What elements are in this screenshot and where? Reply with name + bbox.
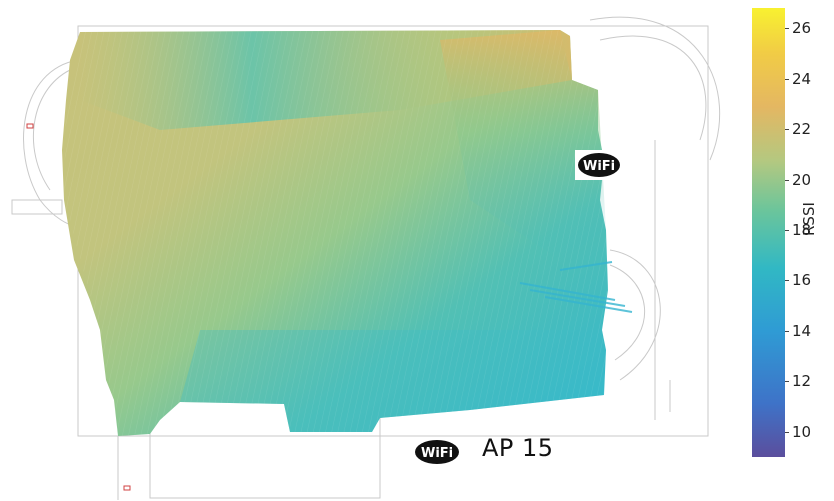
colorbar-title: RSSI xyxy=(800,202,818,236)
colorbar-tick-mark xyxy=(785,28,789,30)
access-point-marker[interactable]: WiFi xyxy=(575,150,623,180)
colorbar-tick-label: 16 xyxy=(792,271,812,290)
ap-15-label: AP 15 xyxy=(482,434,554,462)
colorbar-tick-mark xyxy=(785,431,789,433)
rssi-colorbar xyxy=(752,8,785,457)
colorbar-tick-label: 22 xyxy=(792,120,812,139)
colorbar-tick-label: 26 xyxy=(792,19,812,38)
colorbar-tick-label: 14 xyxy=(792,321,812,340)
heatmap-streaks xyxy=(519,261,633,313)
colorbar-tick-mark xyxy=(785,179,789,181)
colorbar-tick-mark xyxy=(785,330,789,332)
colorbar-tick-label: 12 xyxy=(792,372,812,391)
colorbar-tick-mark xyxy=(785,129,789,131)
colorbar-tick-label: 20 xyxy=(792,170,812,189)
colorbar-tick-mark xyxy=(785,381,789,383)
colorbar-tick-label: 10 xyxy=(792,422,812,441)
colorbar-tick-mark xyxy=(785,280,789,282)
access-point-ap15-marker[interactable]: WiFi xyxy=(413,438,461,466)
wifi-logo-text: WiFi xyxy=(583,159,615,174)
colorbar-tick-mark xyxy=(785,229,789,231)
colorbar-tick-label: 18 xyxy=(792,220,812,239)
wifi-logo-text: WiFi xyxy=(421,446,453,461)
colorbar-tick-label: 24 xyxy=(792,69,812,88)
floor-plan-outline xyxy=(11,16,721,500)
colorbar-tick-mark xyxy=(785,78,789,80)
